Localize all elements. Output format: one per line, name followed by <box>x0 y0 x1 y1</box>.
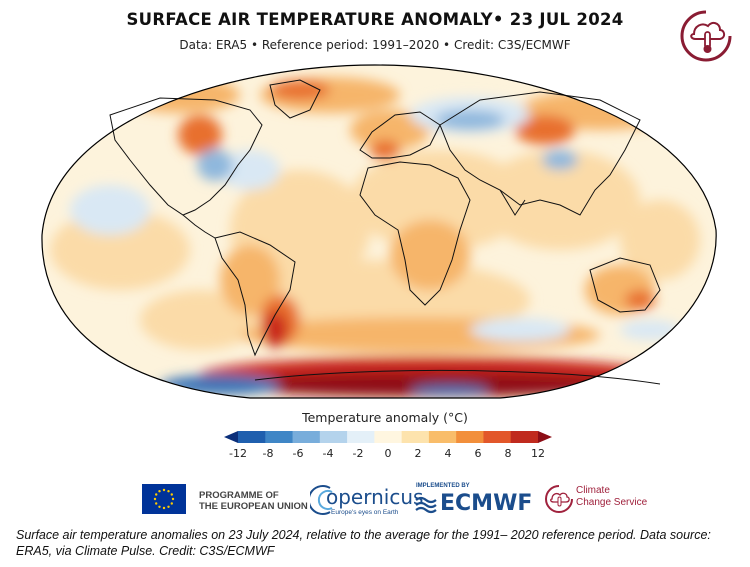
colorbar-max-arrow <box>538 431 552 443</box>
colorbar-tick-label: -6 <box>292 447 304 460</box>
colorbar-segment <box>292 431 321 443</box>
colorbar-tick-label: 6 <box>474 447 482 460</box>
colorbar-tick-label: -8 <box>262 447 274 460</box>
colorbar-tick-label: 12 <box>531 447 545 460</box>
eu-text-line: PROGRAMME OF THE EUROPEAN UNION <box>199 490 308 512</box>
eu-star-icon <box>162 488 166 492</box>
map-subtitle: Data: ERA5 • Reference period: 1991–2020… <box>179 38 571 52</box>
colorbar-segment <box>510 431 539 443</box>
eu-programme-text: PROGRAMME OF THE EUROPEAN UNION <box>199 490 308 512</box>
climate-change-service-name: Climate Change Service <box>576 485 647 509</box>
colorbar-tick-label: -2 <box>352 447 364 460</box>
colorbar-segment <box>238 431 266 443</box>
logo-strip: PROGRAMME OF THE EUROPEAN UNION opernicu… <box>0 478 750 522</box>
map-frame <box>41 64 717 399</box>
map-title: SURFACE AIR TEMPERATURE ANOMALY• 23 JUL … <box>126 10 624 29</box>
eu-star-icon <box>167 505 170 508</box>
ccs-line1: Climate <box>576 485 610 496</box>
eu-star-icon <box>158 505 161 508</box>
colorbar-min-arrow <box>224 431 238 443</box>
ccs-line2: Change Service <box>576 497 648 508</box>
eu-star-icon <box>171 497 175 501</box>
colorbar-tick-label: 0 <box>384 447 392 460</box>
climate-pulse-logo <box>680 10 732 62</box>
eu-star-icon <box>170 502 173 505</box>
eu-star-icon <box>158 490 161 493</box>
eu-star-icon <box>153 497 157 501</box>
eu-star-icon <box>167 490 170 493</box>
eu-star-icon <box>170 493 173 496</box>
eu-star-icon <box>155 502 158 505</box>
colorbar-tick-label: -12 <box>229 447 247 460</box>
colorbar-segment <box>347 431 375 443</box>
colorbar-title: Temperature anomaly (°C) <box>302 410 468 425</box>
eu-star-icon <box>162 506 166 510</box>
colorbar-segment <box>401 431 430 443</box>
copernicus-name: opernicus <box>326 485 424 509</box>
copernicus-tagline: Europe's eyes on Earth <box>331 509 399 516</box>
ecmwf-name: ECMWF <box>440 491 533 516</box>
colorbar-segment <box>265 431 294 443</box>
colorbar-segment <box>483 431 512 443</box>
eu-star-icon <box>155 493 158 496</box>
colorbar-segment <box>428 431 457 443</box>
ecmwf-wave-icon <box>415 496 437 514</box>
colorbar-tick-label: 2 <box>414 447 422 460</box>
colorbar-tick-label: -4 <box>322 447 334 460</box>
ecmwf-implemented-by: IMPLEMENTED BY <box>416 483 470 489</box>
colorbar-tick-label: 8 <box>504 447 512 460</box>
figure-caption: Surface air temperature anomalies on 23 … <box>16 528 711 558</box>
colorbar-segment <box>456 431 484 443</box>
colorbar-tick-label: 4 <box>444 447 452 460</box>
colorbar-segment <box>319 431 348 443</box>
copernicus-logo-icon <box>310 485 333 515</box>
climate-change-service-icon <box>545 485 573 513</box>
colorbar-segment <box>374 431 403 443</box>
coastlines <box>109 79 661 385</box>
eu-flag-logo <box>142 484 186 514</box>
